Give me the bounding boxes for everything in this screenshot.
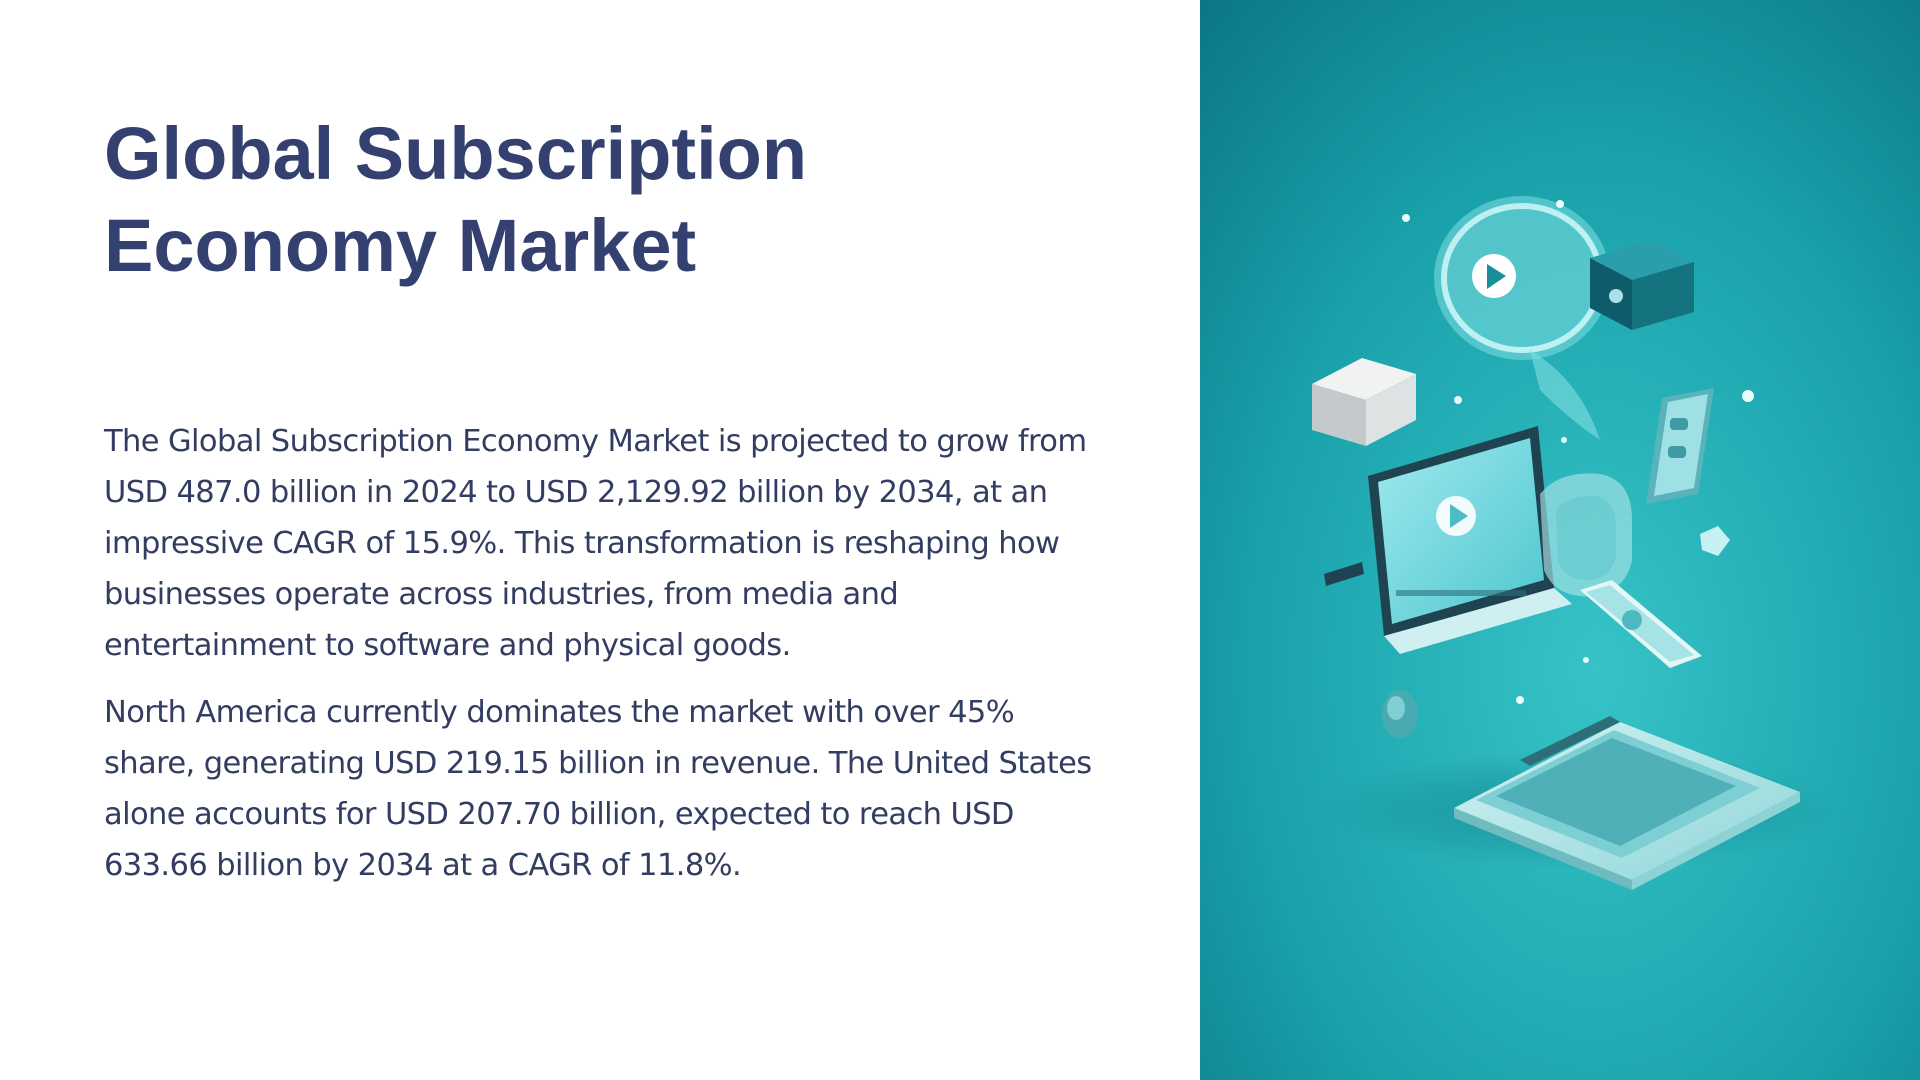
illustration-panel (1200, 0, 1920, 1080)
smartphone-icon (1646, 388, 1714, 504)
subscription-devices-illustration (1200, 0, 1920, 1080)
glass-device-icon (1540, 473, 1632, 597)
package-box-icon (1590, 240, 1694, 330)
laptop-screen-icon (1368, 426, 1572, 654)
body-text: The Global Subscription Economy Market i… (104, 416, 1104, 907)
paragraph-north-america: North America currently dominates the ma… (104, 695, 1092, 883)
title-line-1: Global Subscription (104, 112, 808, 195)
play-bubble-icon (1434, 196, 1610, 440)
title-line-2: Economy Market (104, 204, 697, 287)
white-box-icon (1312, 358, 1416, 446)
paragraph-market-overview: The Global Subscription Economy Market i… (104, 424, 1087, 663)
decorative-sparkles (1324, 200, 1754, 738)
slide-title: Global Subscription Economy Market (104, 108, 1064, 292)
laptop-keyboard-icon (1454, 716, 1800, 890)
mobile-phone-icon (1580, 580, 1702, 668)
